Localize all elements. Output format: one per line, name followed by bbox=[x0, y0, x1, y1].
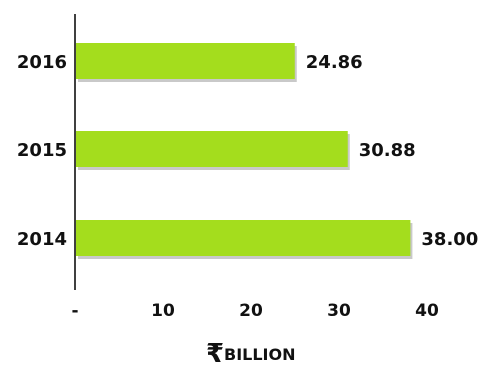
labels-layer: 2016 24.86 2015 30.88 2014 38.00 bbox=[17, 52, 478, 250]
value-label-2015: 30.88 bbox=[359, 140, 416, 161]
category-label-2014: 2014 bbox=[17, 229, 67, 250]
x-tick-label-10: 10 bbox=[151, 301, 175, 321]
x-axis-title: BILLION bbox=[224, 345, 295, 364]
bar-2016 bbox=[76, 43, 295, 79]
x-tick-label-40: 40 bbox=[415, 301, 439, 321]
x-tick-label-20: 20 bbox=[239, 301, 263, 321]
category-label-2015: 2015 bbox=[17, 140, 67, 161]
bars-layer bbox=[76, 43, 413, 259]
value-label-2014: 38.00 bbox=[421, 229, 478, 250]
x-tick-label-30: 30 bbox=[327, 301, 351, 321]
x-tick-label--: - bbox=[71, 301, 78, 321]
category-label-2016: 2016 bbox=[17, 52, 67, 73]
bar-2014 bbox=[76, 220, 411, 256]
value-label-2016: 24.86 bbox=[306, 52, 363, 73]
rupee-symbol: ₹ bbox=[206, 339, 224, 369]
bar-2015 bbox=[76, 131, 348, 167]
x-axis-label: ₹ BILLION bbox=[206, 339, 295, 369]
x-ticks-layer: - 10 20 30 40 bbox=[71, 301, 439, 321]
